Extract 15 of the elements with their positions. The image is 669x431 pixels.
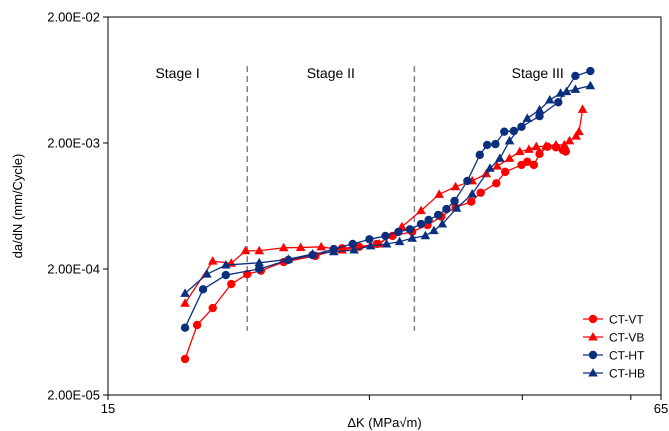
legend-label: CT-VB <box>609 330 644 344</box>
annotation: Stage I <box>155 65 200 81</box>
legend-label: CT-HT <box>609 348 645 362</box>
legend-label: CT-HB <box>609 366 645 380</box>
annotation: Stage II <box>306 65 355 81</box>
y-tick-label: 2.00E-03 <box>47 136 100 150</box>
y-tick-label: 2.00E-02 <box>47 10 100 24</box>
y-tick-label: 2.00E-05 <box>47 388 100 402</box>
legend-label: CT-VT <box>609 312 644 326</box>
y-axis-title: da/dN (mm/Cycle) <box>10 154 25 258</box>
x-tick-label: 15 <box>100 401 116 416</box>
annotation: Stage III <box>512 65 564 81</box>
x-axis-title: ΔK (MPa√m) <box>347 415 422 430</box>
x-tick-label: 65 <box>654 401 668 416</box>
y-tick-label: 2.00E-04 <box>47 262 100 276</box>
